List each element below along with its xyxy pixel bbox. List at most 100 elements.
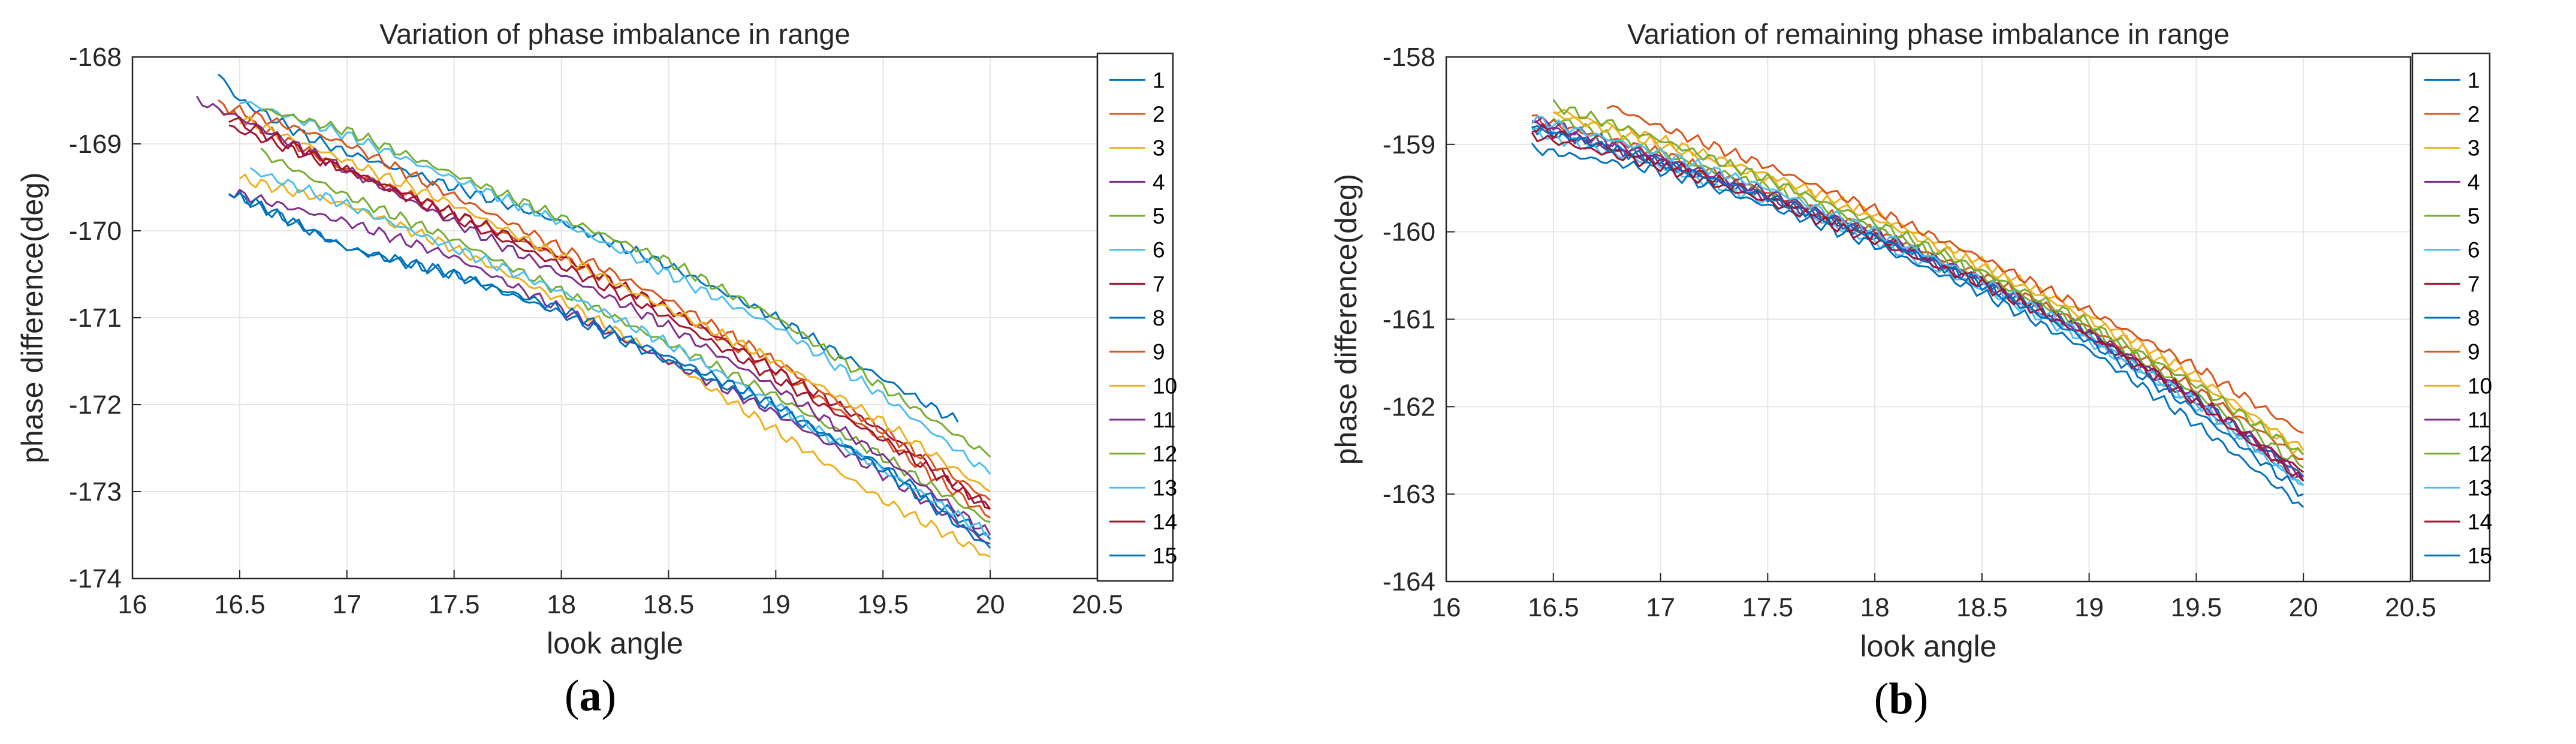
panel-caption: (a) [565,671,616,721]
x-tick-label: 16 [118,590,147,619]
y-tick-label: -172 [69,390,122,420]
legend-entry-4: 4 [2468,170,2480,194]
panel-caption: (b) [1874,674,1928,724]
legend-entry-14: 14 [2468,510,2492,534]
chart-title: Variation of remaining phase imbalance i… [1627,18,2230,50]
legend-entry-8: 8 [1153,306,1165,330]
y-tick-label: -162 [1383,392,1435,421]
legend-entry-4: 4 [1153,170,1165,194]
x-tick-label: 16 [1432,593,1461,622]
legend-entry-5: 5 [2468,204,2480,228]
legend-entry-10: 10 [2468,373,2492,398]
caption-open: ( [1874,674,1889,724]
legend-entry-15: 15 [1153,544,1177,568]
chart-title: Variation of phase imbalance in range [379,18,850,50]
y-tick-label: -159 [1383,130,1435,159]
x-tick-label: 20.5 [2385,593,2436,622]
series-line-3 [239,173,991,558]
series-line-8 [1531,143,2304,508]
y-tick-label: -173 [69,477,122,507]
legend-entry-12: 12 [1153,442,1177,466]
series-line-12 [1552,99,2304,456]
x-tick-label: 18 [1860,593,1890,622]
x-tick-label: 20 [2289,593,2318,622]
chart-panel-1: 16 16.5 17 17.5 18 18.5 19 19.5 20 20.5-174-173-1… [16,18,1177,721]
x-tick-label: 19.5 [857,590,909,619]
legend-entry-11: 11 [1153,408,1175,432]
legend-entry-15: 15 [2468,544,2492,568]
series-line-10 [1553,111,2304,456]
x-tick-label: 18.5 [1956,593,2008,622]
x-tick-label: 20 [976,590,1005,619]
series-line-13 [249,167,991,536]
y-tick-label: -158 [1383,43,1435,72]
x-axis-label: look angle [547,626,683,660]
x-tick-label: 18 [547,590,576,619]
legend-entry-2: 2 [1153,102,1165,126]
y-tick-label: -164 [1383,567,1435,597]
y-tick-label: -169 [69,129,122,159]
y-tick-label: -161 [1383,305,1435,335]
legend-entry-7: 7 [1153,272,1165,296]
legend-entry-13: 13 [2468,475,2492,500]
legend-entry-8: 8 [2468,306,2480,330]
x-tick-label: 19 [2074,593,2104,622]
y-tick-label: -171 [69,303,122,333]
legend-entry-12: 12 [2468,442,2492,466]
legend-entry-1: 1 [1153,68,1165,92]
x-tick-label: 20.5 [1072,590,1123,619]
legend-entry-5: 5 [1153,204,1165,228]
x-tick-label: 19 [761,590,791,619]
x-tick-label: 16.5 [214,590,266,619]
legend-entry-7: 7 [2468,272,2480,296]
caption-letter: b [1889,674,1913,724]
legend-entry-11: 11 [2468,408,2490,432]
series-line-4 [228,188,991,545]
series-line-15 [1531,125,2304,497]
x-tick-label: 17.5 [429,590,480,619]
x-tick-label: 17 [332,590,361,619]
series-line-7 [228,124,991,510]
series-line-14 [228,117,991,510]
y-tick-label: -174 [69,564,122,594]
legend-entry-6: 6 [1153,238,1165,263]
y-axis-label: phase difference(deg) [16,172,49,463]
x-tick-label: 18.5 [643,590,695,619]
legend-entry-9: 9 [2468,340,2480,365]
legend-entry-3: 3 [2468,136,2480,161]
axes-box [1445,56,2412,583]
legend-entry-13: 13 [1153,475,1177,500]
legend-entry-3: 3 [1153,136,1165,161]
series-line-1 [218,73,959,423]
x-tick-label: 17.5 [1742,593,1794,622]
legend-entry-1: 1 [2468,68,2480,92]
series-line-12 [261,108,991,458]
series-line-10 [239,116,991,493]
series-line-11 [1531,116,2304,478]
x-axis-label: look angle [1860,629,1997,663]
x-tick-label: 17 [1646,593,1675,622]
legend-entry-9: 9 [1153,340,1165,365]
caption-close: ) [1914,674,1929,724]
caption-close: ) [602,671,617,721]
legend-entry-6: 6 [2468,238,2480,263]
series-line-6 [239,101,991,475]
series-line-5 [260,147,991,523]
legend-entry-2: 2 [2468,102,2480,126]
series-line-14 [1531,132,2304,482]
series-line-13 [1531,115,2304,487]
y-tick-label: -160 [1383,218,1435,247]
series-line-9 [1606,105,2304,434]
caption-letter: a [580,671,602,721]
y-tick-label: -168 [69,43,122,72]
caption-open: ( [565,671,580,721]
legend-entry-14: 14 [1153,510,1177,534]
legend-entry-10: 10 [1153,373,1177,398]
x-tick-label: 19.5 [2171,593,2222,622]
y-axis-label: phase difference(deg) [1329,174,1363,465]
y-tick-label: -170 [69,216,122,246]
y-tick-label: -163 [1383,480,1435,509]
